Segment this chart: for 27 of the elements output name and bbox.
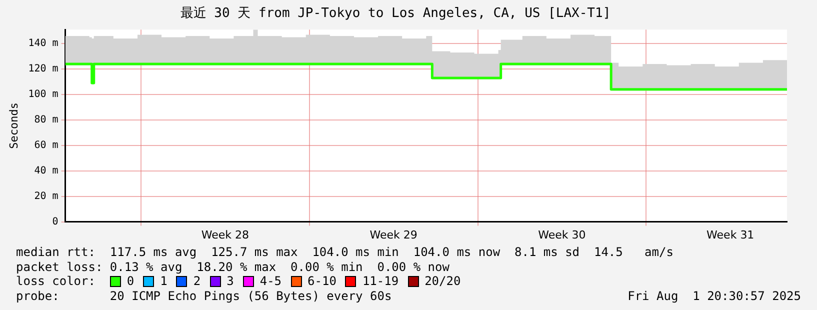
- y-tick-label: 120 m: [28, 64, 58, 75]
- legend-label: 11-19: [361, 274, 399, 288]
- legend-label: 6-10: [306, 274, 336, 288]
- y-tick-label: 40 m: [34, 165, 58, 176]
- y-tick-label: 80 m: [34, 114, 58, 126]
- legend-label: 0: [126, 274, 134, 288]
- legend-label: 4-5: [258, 274, 282, 288]
- legend-title: loss color:: [16, 274, 96, 288]
- x-tick-label: Week 31: [706, 228, 754, 242]
- text: probe: 20 ICMP Echo Pings (56 Bytes) every 60s: [16, 288, 392, 302]
- y-tick-label: 140 m: [28, 38, 58, 50]
- x-tick-label: Week 30: [538, 228, 586, 242]
- y-axis-title: Seconds: [7, 102, 20, 149]
- legend-label: 3: [226, 274, 234, 288]
- text: Fri Aug 1 20:30:57 2025: [628, 288, 801, 303]
- x-tick-label: Week 28: [201, 228, 249, 242]
- x-tick-label: Week 29: [370, 228, 418, 242]
- y-tick-label: 20 m: [34, 190, 58, 202]
- text: packet loss: 0.13 % avg 18.20 % max 0.00 % min 0.00 % now: [16, 260, 450, 274]
- y-tick-label: 0: [52, 216, 58, 228]
- y-tick-label: 100 m: [28, 89, 58, 100]
- legend-label: 20/20: [424, 274, 461, 288]
- text: median rtt: 117.5 ms avg 125.7 ms max 104.0 ms min 104.0 ms now 8.1 ms sd 14.5 am/s: [16, 245, 674, 260]
- y-tick-label: 60 m: [34, 140, 58, 152]
- legend-label: 2: [192, 274, 201, 288]
- chart-title: 最近 30 天 from JP-Tokyo to Los Angeles, CA, US [LAX-T1]: [180, 6, 611, 22]
- legend-label: 1: [159, 274, 168, 288]
